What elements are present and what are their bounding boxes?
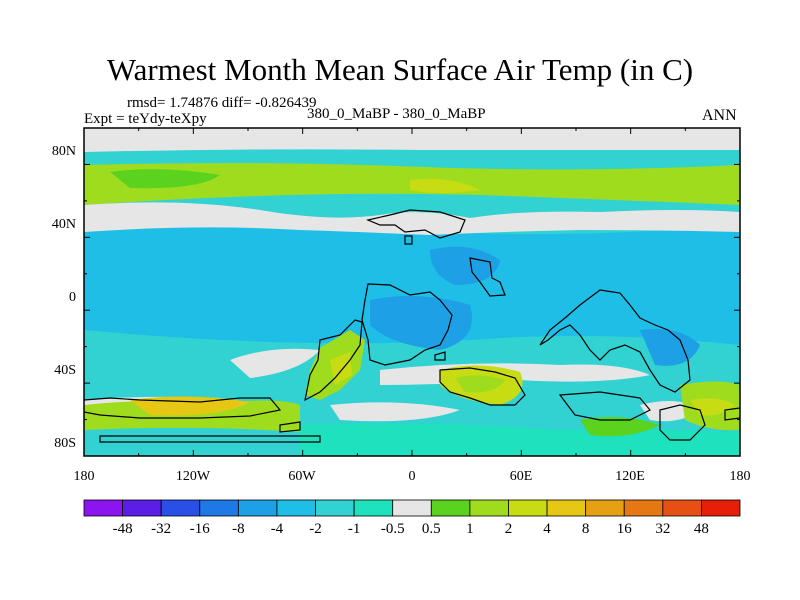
x-tick-label: 0: [409, 469, 416, 484]
colorbar-label: -16: [190, 521, 210, 537]
x-tick-labels: 180 120W 60W 0 60E 120E 180: [74, 469, 751, 484]
experiment-label: Expt = teYdy-teXpy: [84, 111, 207, 127]
colorbar-label: -1: [348, 521, 361, 537]
map-field: [84, 128, 740, 456]
colorbar-label: -2: [309, 521, 322, 537]
colorbar-swatch: [430, 499, 471, 517]
colorbar-swatch: [662, 499, 702, 517]
colorbar-swatch: [315, 499, 355, 517]
colorbar-swatch: [585, 499, 625, 517]
colorbar-label: 48: [694, 521, 709, 537]
x-tick-label: 60E: [510, 469, 533, 484]
x-tick-label: 60W: [288, 469, 316, 484]
colorbar-label: -32: [151, 521, 171, 537]
colorbar-labels: -48 -32 -16 -8 -4 -2 -1 -0.5 0.5 1 2 4 8 16 32 48: [113, 521, 709, 537]
colorbar-swatch: [276, 499, 316, 517]
y-tick-marks: [84, 127, 740, 457]
stats-line: rmsd= 1.74876 diff= -0.826439: [127, 95, 317, 111]
colorbar-label: 0.5: [422, 521, 441, 537]
y-tick-labels: 80N 40N 0 40S 80S: [52, 144, 76, 451]
y-tick-label: 40S: [54, 363, 76, 378]
x-tick-label: 180: [74, 469, 95, 484]
colorbar-swatch: [122, 499, 162, 517]
colorbar-label: -8: [232, 521, 245, 537]
colorbar-swatch: [237, 499, 278, 517]
coastlines: [84, 209, 740, 443]
colorbar-swatch: [199, 499, 239, 517]
map-title: Warmest Month Mean Surface Air Temp (in …: [106, 52, 694, 87]
comparison-label: 380_0_MaBP - 380_0_MaBP: [307, 106, 486, 122]
colorbar-swatch: [353, 499, 394, 517]
colorbar-label: 8: [582, 521, 590, 537]
colorbar-swatch: [508, 499, 548, 517]
colorbar-label: -0.5: [381, 521, 405, 537]
colorbar-swatch: [623, 499, 664, 517]
colorbar-label: 32: [655, 521, 670, 537]
y-tick-label: 80S: [54, 436, 76, 451]
x-tick-label: 120W: [176, 469, 211, 484]
colorbar: [83, 499, 741, 517]
colorbar-swatch: [160, 499, 201, 517]
y-tick-label: 0: [69, 290, 76, 305]
colorbar-swatch: [83, 499, 123, 517]
x-tick-marks: [83, 128, 741, 456]
y-tick-label: 40N: [52, 217, 76, 232]
colorbar-label: 1: [466, 521, 474, 537]
season-label: ANN: [702, 107, 737, 124]
colorbar-label: -4: [271, 521, 284, 537]
colorbar-swatch: [701, 499, 741, 517]
x-tick-label: 120E: [615, 469, 645, 484]
colorbar-swatch: [392, 499, 432, 517]
colorbar-label: 4: [543, 521, 551, 537]
colorbar-label: 16: [617, 521, 633, 537]
colorbar-swatch: [546, 499, 587, 517]
colorbar-label: -48: [113, 521, 133, 537]
x-tick-label: 180: [730, 469, 751, 484]
colorbar-swatch: [469, 499, 509, 517]
y-tick-label: 80N: [52, 144, 76, 159]
colorbar-label: 2: [505, 521, 513, 537]
